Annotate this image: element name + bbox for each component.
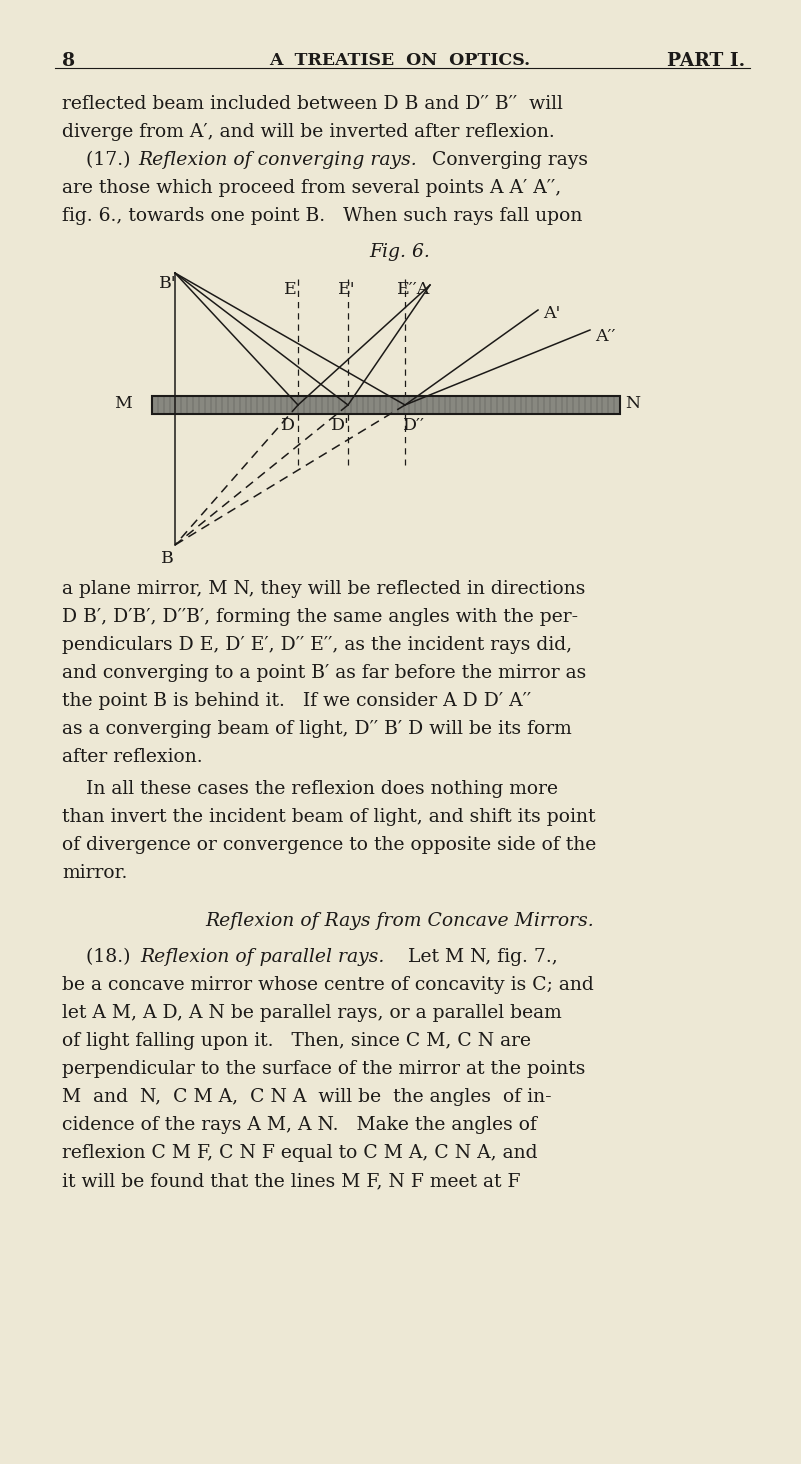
Text: (17.): (17.) bbox=[62, 151, 140, 168]
Text: D: D bbox=[281, 417, 295, 433]
Text: Fig. 6.: Fig. 6. bbox=[369, 243, 430, 261]
Text: D′′: D′′ bbox=[403, 417, 425, 433]
Text: D': D' bbox=[331, 417, 349, 433]
Text: pendiculars D E, D′ E′, D′′ E′′, as the incident rays did,: pendiculars D E, D′ E′, D′′ E′′, as the … bbox=[62, 635, 572, 654]
Text: M: M bbox=[114, 394, 132, 411]
Text: perpendicular to the surface of the mirror at the points: perpendicular to the surface of the mirr… bbox=[62, 1060, 586, 1078]
Text: are those which proceed from several points A A′ A′′,: are those which proceed from several poi… bbox=[62, 179, 562, 198]
Text: the point B is behind it.   If we consider A D D′ A′′: the point B is behind it. If we consider… bbox=[62, 692, 531, 710]
Text: than invert the incident beam of light, and shift its point: than invert the incident beam of light, … bbox=[62, 808, 595, 826]
Text: B': B' bbox=[159, 275, 177, 291]
Text: as a converging beam of light, D′′ B′ D will be its form: as a converging beam of light, D′′ B′ D … bbox=[62, 720, 572, 738]
Text: Converging rays: Converging rays bbox=[420, 151, 588, 168]
Text: be a concave mirror whose centre of concavity is C; and: be a concave mirror whose centre of conc… bbox=[62, 976, 594, 994]
Text: reflected beam included between D B and D′′ B′′  will: reflected beam included between D B and … bbox=[62, 95, 563, 113]
Text: M  and  N,  C M A,  C N A  will be  the angles  of in-: M and N, C M A, C N A will be the angles… bbox=[62, 1088, 552, 1105]
Text: after reflexion.: after reflexion. bbox=[62, 748, 203, 766]
Text: B: B bbox=[161, 550, 173, 567]
Text: mirror.: mirror. bbox=[62, 864, 127, 881]
Text: Reflexion of parallel rays.: Reflexion of parallel rays. bbox=[140, 949, 384, 966]
Text: cidence of the rays A M, A N.   Make the angles of: cidence of the rays A M, A N. Make the a… bbox=[62, 1116, 537, 1135]
Text: Reflexion of converging rays.: Reflexion of converging rays. bbox=[138, 151, 417, 168]
Text: of light falling upon it.   Then, since C M, C N are: of light falling upon it. Then, since C … bbox=[62, 1032, 531, 1050]
Text: E: E bbox=[284, 281, 296, 299]
Text: fig. 6., towards one point B.   When such rays fall upon: fig. 6., towards one point B. When such … bbox=[62, 206, 582, 225]
Text: 8: 8 bbox=[62, 53, 75, 70]
Text: (18.): (18.) bbox=[62, 949, 140, 966]
Bar bbox=[152, 395, 620, 414]
Text: E': E' bbox=[338, 281, 356, 299]
Text: D B′, D′B′, D′′B′, forming the same angles with the per-: D B′, D′B′, D′′B′, forming the same angl… bbox=[62, 608, 578, 627]
Text: In all these cases the reflexion does nothing more: In all these cases the reflexion does no… bbox=[62, 780, 558, 798]
Text: A  TREATISE  ON  OPTICS.: A TREATISE ON OPTICS. bbox=[269, 53, 530, 69]
Text: a plane mirror, M N, they will be reflected in directions: a plane mirror, M N, they will be reflec… bbox=[62, 580, 586, 597]
Text: PART I.: PART I. bbox=[667, 53, 745, 70]
Text: it will be found that the lines M F, N F meet at F: it will be found that the lines M F, N F… bbox=[62, 1173, 521, 1190]
Text: of divergence or convergence to the opposite side of the: of divergence or convergence to the oppo… bbox=[62, 836, 596, 854]
Text: A': A' bbox=[543, 305, 561, 322]
Text: and converging to a point B′ as far before the mirror as: and converging to a point B′ as far befo… bbox=[62, 665, 586, 682]
Text: E′′A: E′′A bbox=[397, 281, 430, 299]
Text: Reflexion of Rays from Concave Mirrors.: Reflexion of Rays from Concave Mirrors. bbox=[206, 912, 594, 930]
Text: A′′: A′′ bbox=[595, 328, 615, 346]
Text: Let M N, fig. 7.,: Let M N, fig. 7., bbox=[390, 949, 557, 966]
Bar bbox=[152, 395, 620, 414]
Text: N: N bbox=[625, 394, 640, 411]
Text: diverge from A′, and will be inverted after reflexion.: diverge from A′, and will be inverted af… bbox=[62, 123, 555, 141]
Text: reflexion C M F, C N F equal to C M A, C N A, and: reflexion C M F, C N F equal to C M A, C… bbox=[62, 1143, 537, 1162]
Text: let A M, A D, A N be parallel rays, or a parallel beam: let A M, A D, A N be parallel rays, or a… bbox=[62, 1004, 562, 1022]
